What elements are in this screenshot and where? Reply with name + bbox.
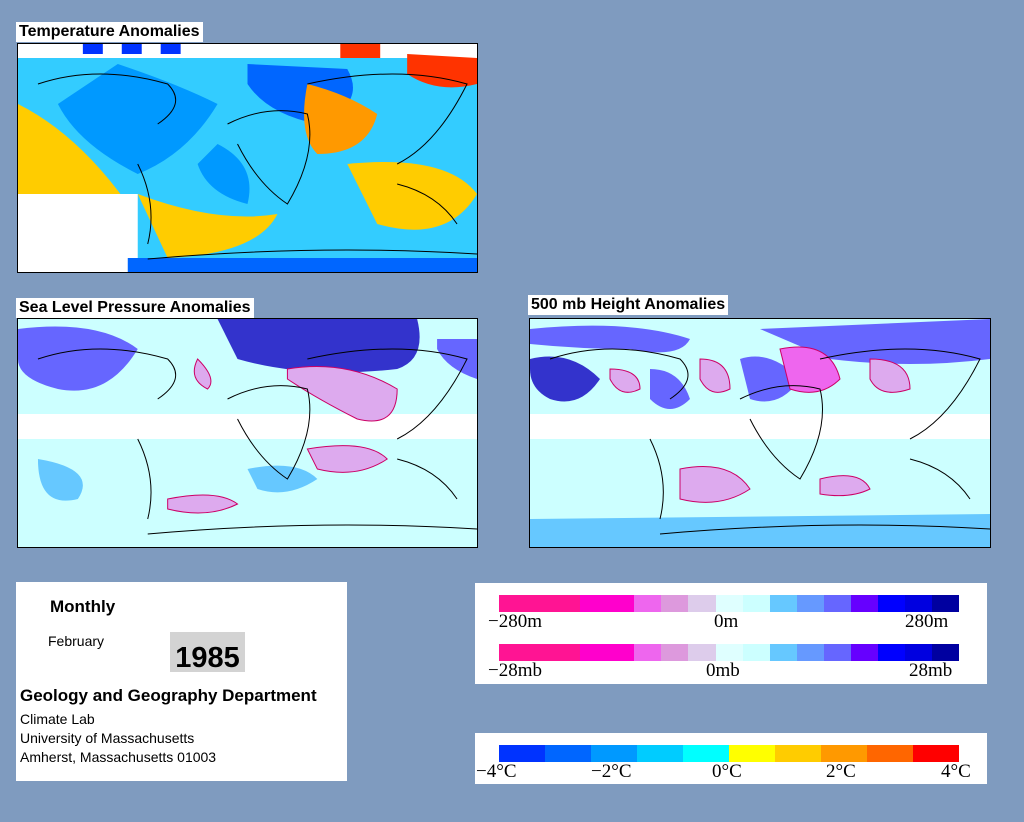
temp-label-plus4: 4°C bbox=[941, 761, 971, 782]
color-swatch bbox=[823, 644, 851, 661]
color-swatch bbox=[683, 745, 729, 762]
color-swatch bbox=[637, 745, 683, 762]
color-swatch bbox=[591, 745, 637, 762]
temperature-legend: −4°C −2°C 0°C 2°C 4°C bbox=[475, 733, 987, 784]
color-swatch bbox=[904, 644, 932, 661]
color-swatch bbox=[526, 644, 554, 661]
university-label: University of Massachusetts bbox=[20, 730, 195, 746]
color-swatch bbox=[742, 595, 770, 612]
temp-label-minus2: −2°C bbox=[591, 761, 632, 782]
color-swatch bbox=[877, 595, 905, 612]
color-swatch bbox=[850, 644, 878, 661]
color-swatch bbox=[607, 644, 635, 661]
color-swatch bbox=[850, 595, 878, 612]
month-label: February bbox=[48, 633, 105, 649]
color-swatch bbox=[553, 595, 581, 612]
pressure-label-max: 28mb bbox=[909, 660, 953, 681]
height-label-min: −280m bbox=[488, 611, 542, 632]
lab-label: Climate Lab bbox=[20, 711, 95, 727]
temp-label-zero: 0°C bbox=[712, 761, 742, 782]
color-swatch bbox=[526, 595, 554, 612]
color-swatch bbox=[661, 595, 689, 612]
color-swatch bbox=[742, 644, 770, 661]
color-swatch bbox=[769, 595, 797, 612]
color-swatch bbox=[661, 644, 689, 661]
department-label: Geology and Geography Department bbox=[20, 686, 317, 705]
color-swatch bbox=[823, 595, 851, 612]
color-swatch bbox=[796, 644, 824, 661]
height-label-zero: 0m bbox=[714, 611, 739, 632]
color-swatch bbox=[775, 745, 821, 762]
color-swatch bbox=[867, 745, 913, 762]
color-swatch bbox=[821, 745, 867, 762]
color-swatch bbox=[932, 595, 960, 612]
color-swatch bbox=[904, 595, 932, 612]
color-swatch bbox=[499, 595, 527, 612]
color-swatch bbox=[769, 644, 797, 661]
period-label: Monthly bbox=[50, 597, 116, 616]
color-swatch bbox=[634, 595, 662, 612]
year-label: 1985 bbox=[170, 632, 245, 674]
color-swatch bbox=[715, 595, 743, 612]
height-map-title: 500 mb Height Anomalies bbox=[528, 295, 729, 315]
color-swatch bbox=[913, 745, 959, 762]
color-swatch bbox=[688, 595, 716, 612]
color-swatch bbox=[688, 644, 716, 661]
pressure-label-min: −28mb bbox=[488, 660, 542, 681]
color-swatch bbox=[729, 745, 775, 762]
height-color-bar bbox=[499, 595, 960, 612]
pressure-color-bar bbox=[499, 644, 960, 661]
color-swatch bbox=[607, 595, 635, 612]
color-swatch bbox=[580, 595, 608, 612]
height-pressure-legend: −280m 0m 280m −28mb 0mb 28mb bbox=[475, 583, 987, 684]
sea-level-pressure-anomaly-map bbox=[17, 318, 478, 548]
temperature-anomaly-map bbox=[17, 43, 478, 273]
color-swatch bbox=[932, 644, 960, 661]
temperature-map-title: Temperature Anomalies bbox=[16, 22, 203, 42]
color-swatch bbox=[877, 644, 905, 661]
slp-map-title: Sea Level Pressure Anomalies bbox=[16, 298, 254, 318]
height-label-max: 280m bbox=[905, 611, 949, 632]
color-swatch bbox=[634, 644, 662, 661]
pressure-label-zero: 0mb bbox=[706, 660, 740, 681]
temp-label-minus4: −4°C bbox=[476, 761, 517, 782]
500mb-height-anomaly-map bbox=[529, 318, 991, 548]
color-swatch bbox=[796, 595, 824, 612]
color-swatch bbox=[545, 745, 591, 762]
color-swatch bbox=[499, 644, 527, 661]
info-panel: Monthly February 1985 Geology and Geogra… bbox=[16, 582, 347, 781]
temperature-color-bar bbox=[499, 745, 959, 762]
color-swatch bbox=[553, 644, 581, 661]
temp-label-plus2: 2°C bbox=[826, 761, 856, 782]
color-swatch bbox=[580, 644, 608, 661]
color-swatch bbox=[499, 745, 545, 762]
color-swatch bbox=[715, 644, 743, 661]
address-label: Amherst, Massachusetts 01003 bbox=[20, 749, 217, 765]
